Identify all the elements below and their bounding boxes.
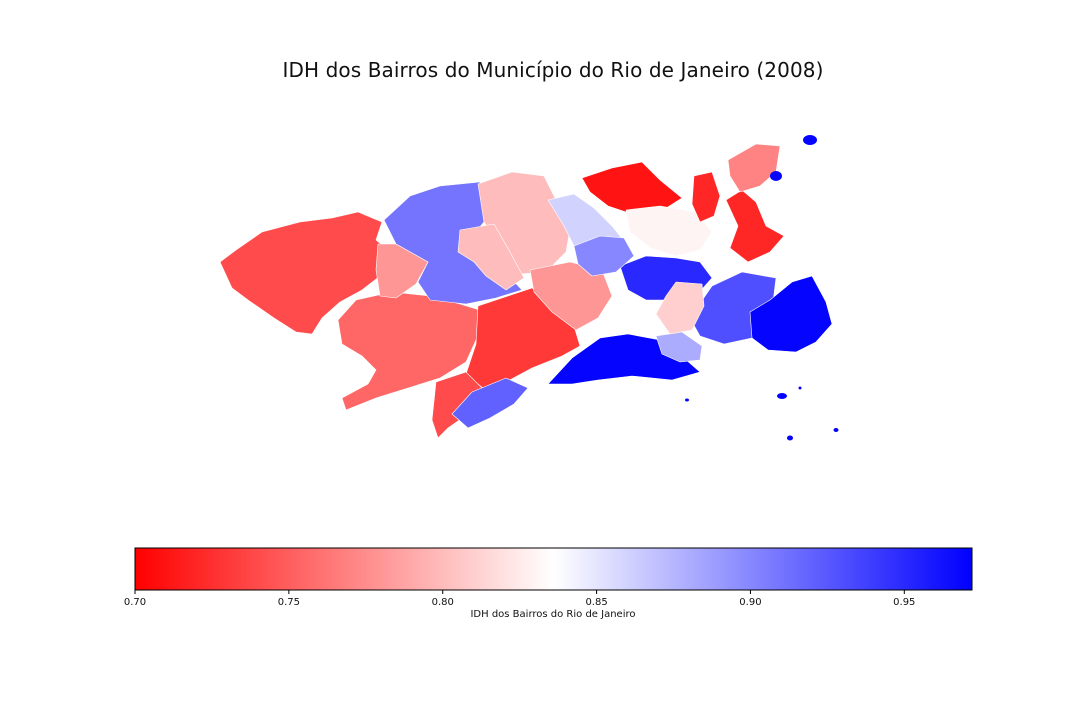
island-region — [833, 428, 839, 432]
colorbar-label: IDH dos Bairros do Rio de Janeiro — [470, 609, 636, 620]
colorbar-tick-label: 0.70 — [124, 597, 146, 608]
neighborhood-region — [749, 275, 833, 353]
neighborhood-region — [375, 243, 429, 299]
neighborhood-region — [725, 189, 785, 263]
neighborhood-region — [727, 143, 781, 193]
colorbar-tick-label: 0.90 — [739, 597, 761, 608]
neighborhood-region — [655, 281, 705, 335]
island-region — [803, 135, 817, 145]
neighborhood-region — [337, 291, 487, 411]
colorbar-tick-label: 0.80 — [432, 597, 454, 608]
island-region — [685, 398, 689, 402]
neighborhood-region — [691, 171, 721, 223]
map-title: IDH dos Bairros do Município do Rio de J… — [282, 58, 824, 82]
colorbar-tick-label: 0.75 — [278, 597, 300, 608]
neighborhood-region — [457, 223, 525, 291]
island-region — [787, 435, 793, 441]
colorbar: 0.70 0.75 0.80 0.85 0.90 0.95 — [124, 547, 973, 608]
neighborhood-region — [625, 205, 713, 257]
island-region — [770, 171, 782, 181]
neighborhood-map — [219, 135, 839, 441]
colorbar-tick-label: 0.95 — [893, 597, 915, 608]
island-region — [777, 393, 787, 399]
colorbar-tick-label: 0.85 — [585, 597, 607, 608]
neighborhood-region — [451, 377, 529, 429]
neighborhood-region — [581, 161, 683, 215]
neighborhood-region — [573, 235, 635, 277]
colorbar-gradient — [134, 547, 973, 591]
island-region — [798, 386, 802, 390]
